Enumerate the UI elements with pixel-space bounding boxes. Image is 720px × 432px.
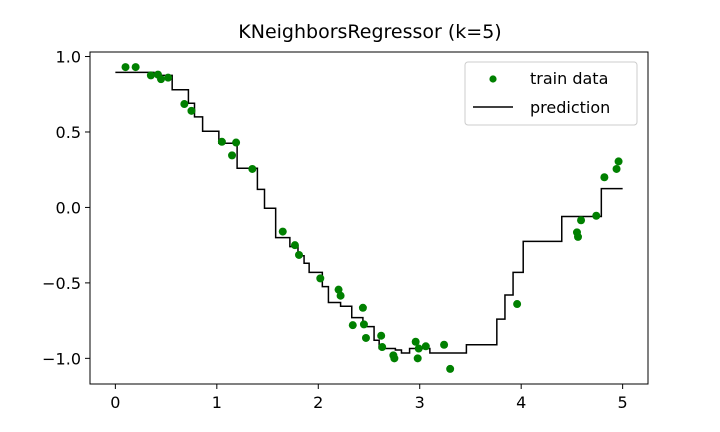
train-data-point <box>290 241 299 250</box>
train-data-point <box>334 285 343 294</box>
y-tick-label: 0.0 <box>56 198 81 217</box>
train-data-point <box>612 164 621 173</box>
train-data-point <box>378 343 387 352</box>
y-tick-label: 1.0 <box>56 48 81 67</box>
train-data-point <box>513 300 522 309</box>
y-tick-label: 0.5 <box>56 123 81 142</box>
x-axis: 0 1 2 3 4 5 <box>110 384 628 412</box>
train-data-point <box>248 164 257 173</box>
train-data-point <box>614 157 623 166</box>
legend: train data prediction <box>464 61 638 126</box>
train-data-point <box>361 333 370 342</box>
plot-frame <box>89 51 649 385</box>
train-data-point <box>390 354 399 363</box>
legend-box <box>464 61 638 126</box>
train-data-point <box>228 151 237 160</box>
train-data-point <box>278 227 287 236</box>
train-data-point <box>187 106 196 115</box>
plot-area <box>115 63 623 373</box>
y-tick-label: −0.5 <box>42 274 81 293</box>
train-data-point <box>446 364 455 373</box>
train-data-point <box>600 173 609 182</box>
train-data-point <box>232 138 241 147</box>
train-data-point <box>359 320 368 329</box>
y-tick-label: −1.0 <box>42 349 81 368</box>
x-tick-label: 0 <box>110 393 120 412</box>
train-data-point <box>413 354 422 363</box>
train-data-point <box>574 232 582 241</box>
legend-label-train-data: train data <box>530 69 608 88</box>
train-data-point <box>358 303 367 312</box>
train-data-point <box>217 137 226 146</box>
train-data-point <box>146 71 155 80</box>
train-data-point <box>592 211 601 220</box>
train-data-point <box>421 342 430 351</box>
train-data-point <box>131 63 140 72</box>
train-data-point <box>377 331 386 340</box>
train-data-point <box>440 340 449 349</box>
train-data-point <box>414 344 423 353</box>
train-data-point <box>577 216 586 225</box>
x-tick-label: 1 <box>212 393 222 412</box>
train-data-point <box>164 73 173 82</box>
train-data-point <box>180 100 189 109</box>
x-tick-label: 4 <box>516 393 526 412</box>
x-tick-label: 5 <box>618 393 628 412</box>
chart-title: KNeighborsRegressor (k=5) <box>238 21 501 43</box>
train-data-point <box>336 291 345 300</box>
x-tick-label: 3 <box>415 393 425 412</box>
prediction-line <box>115 71 623 354</box>
train-data-point <box>316 274 325 283</box>
train-data-point <box>348 321 357 330</box>
x-tick-label: 2 <box>313 393 323 412</box>
train-data-point <box>295 250 303 259</box>
train-data-point <box>411 337 420 346</box>
train-data-point <box>121 63 130 72</box>
legend-label-prediction: prediction <box>530 98 610 117</box>
train-data-point <box>157 75 166 84</box>
legend-marker-train-data <box>489 75 497 83</box>
y-axis: −1.0 −0.5 0.0 0.5 1.0 <box>42 48 90 368</box>
